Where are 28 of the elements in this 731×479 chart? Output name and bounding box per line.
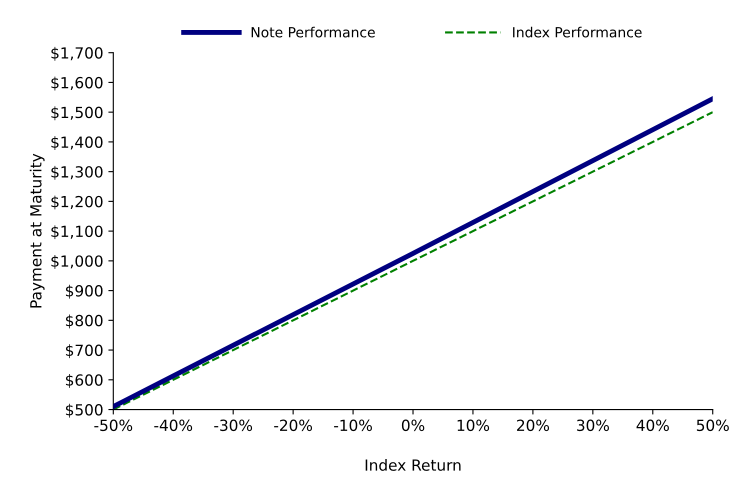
y-tick-label: $700 <box>66 344 103 358</box>
legend-label: Note Performance <box>252 26 375 38</box>
y-tick-label: $1,700 <box>51 46 103 61</box>
y-tick-label: $500 <box>66 404 103 418</box>
y-tick-label: $600 <box>66 374 103 388</box>
x-tick-label: 0% <box>402 420 424 432</box>
x-tick-label: 30% <box>577 420 609 432</box>
x-tick-label: 50% <box>696 420 729 432</box>
x-tick-label: -30% <box>214 420 252 432</box>
y-tick-label: $1,500 <box>51 106 103 120</box>
legend-label: Index Performance <box>513 26 642 38</box>
y-tick-label: $1,200 <box>51 196 103 210</box>
x-tick-label: 20% <box>517 420 550 432</box>
y-tick-label: $1,000 <box>51 255 103 269</box>
y-tick-label: $1,400 <box>51 136 103 150</box>
y-tick-label: $1,300 <box>51 166 103 180</box>
x-tick-label: 10% <box>458 420 490 432</box>
x-axis-title: Index Return <box>366 459 461 471</box>
y-axis-title: Payment at Maturity <box>30 154 45 308</box>
x-tick-label: -10% <box>334 420 372 432</box>
x-tick-label: -20% <box>274 420 312 432</box>
x-tick-label: 40% <box>636 420 669 432</box>
y-tick-label: $1,100 <box>51 225 103 240</box>
x-tick-label: -40% <box>154 420 192 432</box>
y-tick-label: $800 <box>66 314 103 328</box>
y-tick-label: $1,600 <box>51 76 103 90</box>
x-tick-label: -50% <box>94 420 132 432</box>
y-tick-label: $900 <box>66 284 103 299</box>
